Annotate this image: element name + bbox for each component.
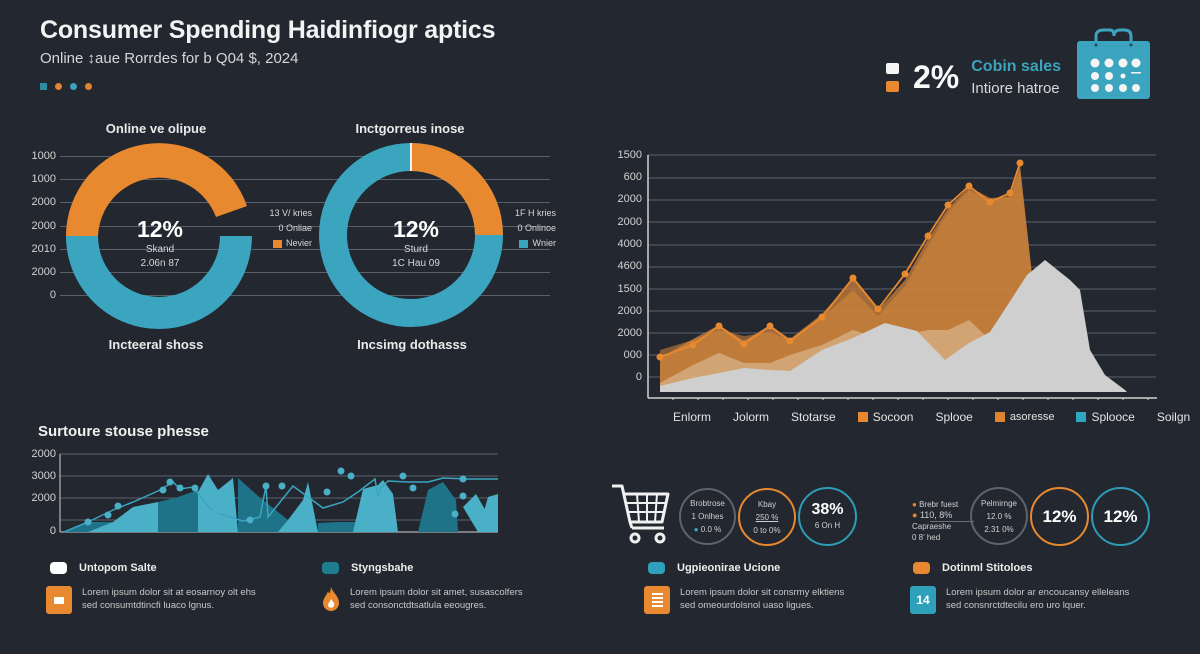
stat-circle-1: Brobtrose 1 Onlhes ● 0.0 % <box>679 488 736 545</box>
connector-line <box>930 521 974 522</box>
info-card-2: Styngsbahe Lorem ipsum dolor sit amet, s… <box>322 562 582 612</box>
stats-right-legend: ● Brebr fuest ● 110, 8% Capraeshe 0 8’ h… <box>912 500 959 542</box>
pill-icon <box>648 562 665 574</box>
shopping-cart-icon <box>612 484 670 544</box>
donut2-value: 12% <box>392 216 440 242</box>
donut2-side-labels: 1F H kries 0 Onlinoe Wnier <box>514 208 556 248</box>
donut2-center: 12% Sturd 1C Hau 09 <box>366 216 466 271</box>
kpi-value: 2% <box>913 59 960 95</box>
flame-icon <box>323 587 339 611</box>
legend-item: Socoon <box>857 410 913 424</box>
legend-item: Splooce <box>1076 410 1135 424</box>
page-subtitle: Online ↕aue Rorrdes for b Q04 $, 2024 <box>40 50 299 67</box>
legend-swatch <box>857 412 868 422</box>
donut1-value: 12% <box>136 216 184 242</box>
dot <box>55 83 62 90</box>
list-icon <box>644 586 670 614</box>
legend-swatch <box>272 239 282 248</box>
page-title: Consumer Spending Haidinfiogr aptics <box>40 16 496 44</box>
shopping-bag-icon <box>1077 28 1150 99</box>
info-card-4: Dotinml Stitoloes 14 Lorem ipsum dolor a… <box>910 562 1173 614</box>
dot <box>85 83 92 90</box>
credit-card-icon <box>46 586 72 614</box>
small-chart-title: Surtoure stouse phesse <box>38 423 209 440</box>
dot <box>70 83 77 90</box>
area-chart <box>647 154 1157 400</box>
donut2-chart <box>319 143 503 327</box>
stat-circle-3: 38% 6 On H <box>798 487 857 546</box>
kpi-sublabel: Intiore hatroe <box>971 80 1060 97</box>
legend-item: Enlorm <box>673 410 712 424</box>
kpi-legend <box>886 63 899 92</box>
legend-item: Jolorm <box>733 410 770 424</box>
legend-swatch-orange <box>886 81 899 92</box>
small-area-chart <box>59 453 498 533</box>
pill-icon <box>322 562 339 574</box>
donut1-chart <box>66 143 252 329</box>
stat-circle-6: 12% <box>1091 487 1150 546</box>
donut1-center: 12% Skand 2.06n 87 <box>110 216 210 271</box>
stat-circle-2: Kbay 250 % 0 to 0% <box>738 488 796 546</box>
square-dot <box>40 83 47 90</box>
legend-item: Splooe <box>935 410 973 424</box>
stat-circle-5: 12% <box>1030 487 1089 546</box>
legend-item: Stotarse <box>791 410 836 424</box>
legend-swatch <box>1076 412 1087 422</box>
decorative-dots <box>40 83 92 90</box>
pill-icon <box>50 562 67 574</box>
kpi-block: 2% Cobin sales Intiore hatroe <box>886 58 1061 97</box>
legend-swatch-white <box>886 63 899 74</box>
legend-item: asoresse <box>994 410 1054 424</box>
legend-swatch <box>519 239 529 248</box>
donut2-title: Inctgorreus inose <box>355 121 465 136</box>
info-card-1: Untopom Salte Lorem ipsum dolor sit at e… <box>46 562 310 614</box>
pill-icon <box>913 562 930 574</box>
stat-circle-4: Pelmirnge 12.0 % 2.31 0% <box>970 487 1028 545</box>
donut1-title: Online ve olipue <box>105 121 207 136</box>
kpi-label: Cobin sales <box>971 58 1062 75</box>
info-card-3: Ugpieonirae Ucione Lorem ipsum dolor sit… <box>644 562 908 614</box>
donut2-bottom-label: Incsimg dothasss <box>357 337 467 352</box>
area-chart-legend: Enlorm Jolorm Stotarse Socoon Splooe aso… <box>673 410 1200 424</box>
donut1-side-labels: 13 V/ kries 0 Onliae Nevier <box>269 208 312 248</box>
legend-swatch <box>994 412 1005 422</box>
legend-item: Soilgn <box>1156 410 1191 424</box>
calendar-14-icon: 14 <box>910 586 936 614</box>
donut1-bottom-label: Incteeral shoss <box>108 337 204 352</box>
